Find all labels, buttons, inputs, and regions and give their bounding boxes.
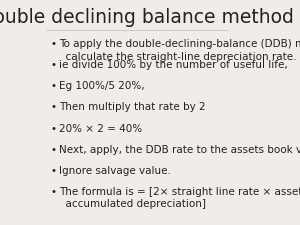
Text: •: • <box>50 60 56 70</box>
Text: •: • <box>50 124 56 134</box>
Text: •: • <box>50 103 56 112</box>
Text: Next, apply, the DDB rate to the assets book value.: Next, apply, the DDB rate to the assets … <box>59 145 300 155</box>
Text: To apply the double-declining-balance (DDB) method,
  calculate the straight-lin: To apply the double-declining-balance (D… <box>59 39 300 62</box>
Text: Ignore salvage value.: Ignore salvage value. <box>59 166 171 176</box>
Text: Eg 100%/5 20%,: Eg 100%/5 20%, <box>59 81 145 91</box>
Text: •: • <box>50 39 56 49</box>
Text: Double declining balance method: Double declining balance method <box>0 8 294 27</box>
Text: •: • <box>50 81 56 91</box>
Text: •: • <box>50 187 56 197</box>
Text: •: • <box>50 145 56 155</box>
Text: Then multiply that rate by 2: Then multiply that rate by 2 <box>59 103 206 112</box>
Text: The formula is = [2× straight line rate × asset cost –
  accumulated depreciatio: The formula is = [2× straight line rate … <box>59 187 300 209</box>
Text: •: • <box>50 166 56 176</box>
Text: ie divide 100% by the number of useful life,: ie divide 100% by the number of useful l… <box>59 60 288 70</box>
Text: 20% × 2 = 40%: 20% × 2 = 40% <box>59 124 142 134</box>
